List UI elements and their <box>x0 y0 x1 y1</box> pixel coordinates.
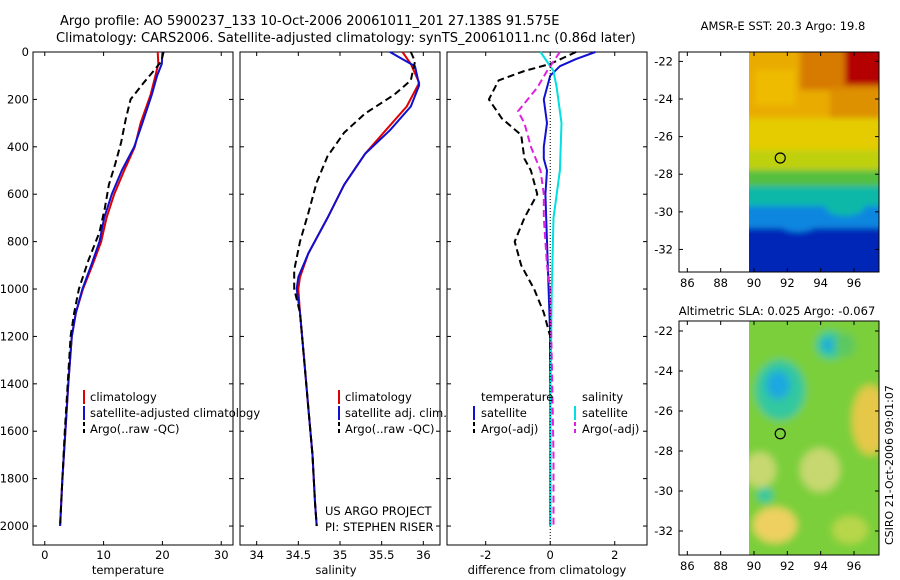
salinity-profile-series-argo-raw-qc- <box>293 51 416 527</box>
x-tick-label: 0 <box>41 548 48 562</box>
map-x-tick-label: 96 <box>847 559 862 573</box>
map-x-tick-label: 90 <box>747 559 762 573</box>
x-tick-label: 35.5 <box>369 548 395 562</box>
project-pi: PI: STEPHEN RISER <box>325 520 434 534</box>
map-y-tick-label: -22 <box>654 54 673 68</box>
sla-map-axes <box>678 320 880 556</box>
x-tick-label: 10 <box>96 548 111 562</box>
legend-label-climatology: climatology <box>90 390 157 404</box>
temperature-xlabel: temperature <box>92 563 164 577</box>
y-tick-label: 1800 <box>0 472 29 486</box>
sst-map-title: AMSR-E SST: 20.3 Argo: 19.8 <box>701 19 866 33</box>
x-tick-label: 35 <box>333 548 348 562</box>
lines-layer <box>59 51 596 527</box>
map-x-tick-label: 92 <box>780 559 795 573</box>
y-tick-label: 0 <box>22 45 29 59</box>
y-tick-label: 1200 <box>0 329 29 343</box>
y-tick-label: 2000 <box>0 519 29 533</box>
map-y-tick-label: -24 <box>654 364 673 378</box>
x-tick-label: 20 <box>155 548 170 562</box>
y-tick-label: 1400 <box>0 377 29 391</box>
y-tick-label: 1000 <box>0 282 29 296</box>
timestamp: CSIRO 21-Oct-2006 09:01:07 <box>883 385 896 545</box>
header-line1: Argo profile: AO 5900237_133 10-Oct-2006… <box>60 14 559 29</box>
map-y-tick-label: -26 <box>654 404 673 418</box>
map-x-tick-label: 88 <box>713 559 728 573</box>
map-y-tick-label: -30 <box>654 484 673 498</box>
salinity-profile-series-climatology <box>297 51 421 527</box>
temperature-legend: climatology satellite-adjusted climatolo… <box>83 390 260 436</box>
x-tick-label: 0 <box>547 548 554 562</box>
difference-xlabel: difference from climatology <box>468 563 627 577</box>
legend-label-temp-argo: Argo(-adj) <box>481 422 538 436</box>
legend-title-salinity: salinity <box>582 390 623 404</box>
x-tick-label: -2 <box>480 548 491 562</box>
legend-label-argo: Argo(..raw -QC) <box>345 422 435 436</box>
argo-location-marker <box>774 152 786 164</box>
y-tick-label: 1600 <box>0 424 29 438</box>
sst-field <box>749 52 879 272</box>
sla-map-title: Altimetric SLA: 0.025 Argo: -0.067 <box>679 304 876 318</box>
difference-axes <box>446 51 648 546</box>
y-tick-label: 800 <box>7 235 29 249</box>
salinity-xlabel: salinity <box>315 563 356 577</box>
map-y-tick-label: -26 <box>654 130 673 144</box>
y-tick-label: 400 <box>7 140 29 154</box>
salinity-axes <box>239 51 441 546</box>
temperature-profile-series-satellite-adjusted-climatology <box>59 51 164 527</box>
map-y-tick-label: -24 <box>654 92 673 106</box>
difference-profile-series-salinity-argo-adj- <box>517 51 561 526</box>
difference-legend: temperature satellite Argo(-adj) salinit… <box>473 390 639 436</box>
map-y-tick-label: -28 <box>654 444 673 458</box>
legend-label-temp-satellite: satellite <box>481 406 527 420</box>
x-tick-label: 36 <box>416 548 431 562</box>
map-x-tick-label: 90 <box>747 276 762 290</box>
temperature-profile-series-climatology <box>59 51 160 527</box>
axes-layer: 0 10 20 30020040060080010001200140016001800… <box>0 45 647 562</box>
map-y-tick-label: -22 <box>654 324 673 338</box>
legend-label-sal-satellite: satellite <box>582 406 628 420</box>
project-name: US ARGO PROJECT <box>325 504 433 518</box>
map-x-tick-label: 86 <box>680 559 695 573</box>
sst-map-axes <box>678 51 880 273</box>
map-x-tick-label: 92 <box>780 276 795 290</box>
sla-field <box>749 321 879 555</box>
map-x-tick-label: 94 <box>813 276 828 290</box>
legend-label-satellite: satellite-adjusted climatology <box>90 406 260 420</box>
x-tick-label: 34 <box>249 548 264 562</box>
temperature-axes <box>32 51 234 546</box>
map-y-tick-label: -32 <box>654 242 673 256</box>
map-x-tick-label: 88 <box>713 276 728 290</box>
y-tick-label: 600 <box>7 187 29 201</box>
sst-map-ticks: 86 88 90 92 94 96 -22 -24 -26 -28 -30 -32 <box>654 52 879 290</box>
map-y-tick-label: -32 <box>654 524 673 538</box>
legend-label-argo: Argo(..raw -QC) <box>90 422 180 436</box>
x-tick-label: 2 <box>611 548 618 562</box>
salinity-legend: climatology satellite adj. clim. Argo(..… <box>338 390 447 436</box>
map-x-tick-label: 86 <box>680 276 695 290</box>
map-x-tick-label: 94 <box>813 559 828 573</box>
temperature-profile-series-argo-raw-qc- <box>59 51 165 527</box>
legend-label-satellite: satellite adj. clim. <box>345 406 447 420</box>
salinity-profile-series-satellite-adj-clim- <box>295 51 421 527</box>
argo-location-marker <box>774 428 786 440</box>
map-y-tick-label: -28 <box>654 167 673 181</box>
x-tick-label: 30 <box>214 548 229 562</box>
header-line2: Climatology: CARS2006. Satellite-adjuste… <box>56 31 636 46</box>
x-tick-label: 34.5 <box>286 548 312 562</box>
map-x-tick-label: 96 <box>847 276 862 290</box>
map-y-tick-label: -30 <box>654 205 673 219</box>
legend-title-temperature: temperature <box>481 390 553 404</box>
sla-map-ticks: 86 88 90 92 94 96 -22 -24 -26 -28 -30 -32 <box>654 321 879 573</box>
y-tick-label: 200 <box>7 92 29 106</box>
legend-label-climatology: climatology <box>345 390 412 404</box>
difference-profile-series-temperature-argo-adj- <box>487 51 577 526</box>
legend-label-sal-argo: Argo(-adj) <box>582 422 639 436</box>
